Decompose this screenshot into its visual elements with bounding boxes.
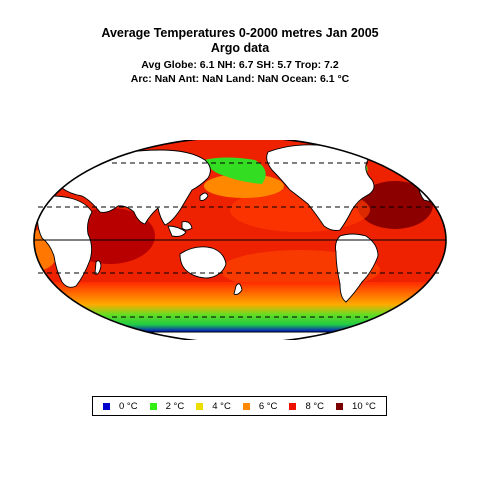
legend-label: 8 °C bbox=[305, 400, 325, 412]
legend-label: 0 °C bbox=[119, 400, 138, 412]
globe-outline bbox=[33, 140, 447, 340]
legend-item: 10 °C bbox=[336, 401, 376, 412]
land-australia bbox=[179, 246, 227, 279]
land-se-asia bbox=[167, 225, 187, 237]
legend-swatch bbox=[289, 402, 297, 410]
legend-label: 10 °C bbox=[352, 400, 376, 412]
stats-line-2: Arc: NaN Ant: NaN Land: NaN Ocean: 6.1 °… bbox=[130, 73, 350, 85]
land-madagascar bbox=[94, 260, 102, 275]
land-africa bbox=[37, 195, 93, 288]
legend-swatch bbox=[149, 402, 157, 410]
subpolar-pacific-green bbox=[204, 157, 266, 184]
land-europe-edge bbox=[418, 175, 446, 202]
map-subtitle: Argo data bbox=[210, 41, 270, 55]
map-title: Average Temperatures 0-2000 metres Jan 2… bbox=[101, 26, 379, 40]
legend-swatch bbox=[242, 402, 250, 410]
legend-swatch bbox=[196, 402, 204, 410]
legend-item: 6 °C bbox=[242, 400, 278, 412]
land-south-america bbox=[335, 233, 379, 303]
legend-swatch bbox=[336, 402, 344, 410]
legend-swatch bbox=[103, 402, 110, 410]
legend-item: 8 °C bbox=[289, 401, 324, 412]
world-temperature-map bbox=[33, 140, 447, 340]
legend-item: 2 °C bbox=[149, 400, 185, 412]
title-block: Average Temperatures 0-2000 metres Jan 2… bbox=[0, 26, 480, 86]
graticule bbox=[34, 162, 446, 318]
land-antarctica bbox=[34, 331, 446, 340]
land-borneo bbox=[181, 221, 193, 231]
north-atlantic-warm-patch bbox=[357, 181, 433, 229]
color-legend: 0 °C 2 °C 4 °C 6 °C 8 °C 10 °C bbox=[92, 396, 387, 416]
legend-item: 0 °C bbox=[103, 401, 138, 412]
land-eurasia bbox=[59, 149, 211, 226]
land-greenland bbox=[369, 145, 405, 165]
legend-label: 2 °C bbox=[165, 400, 185, 412]
legend-label: 4 °C bbox=[212, 400, 231, 412]
legend-item: 4 °C bbox=[196, 401, 231, 412]
legend-label: 6 °C bbox=[258, 400, 278, 412]
stats-line-1: Avg Globe: 6.1 NH: 6.7 SH: 5.7 Trop: 7.2 bbox=[141, 59, 339, 71]
land-japan bbox=[199, 192, 209, 201]
land-new-zealand bbox=[233, 283, 243, 295]
